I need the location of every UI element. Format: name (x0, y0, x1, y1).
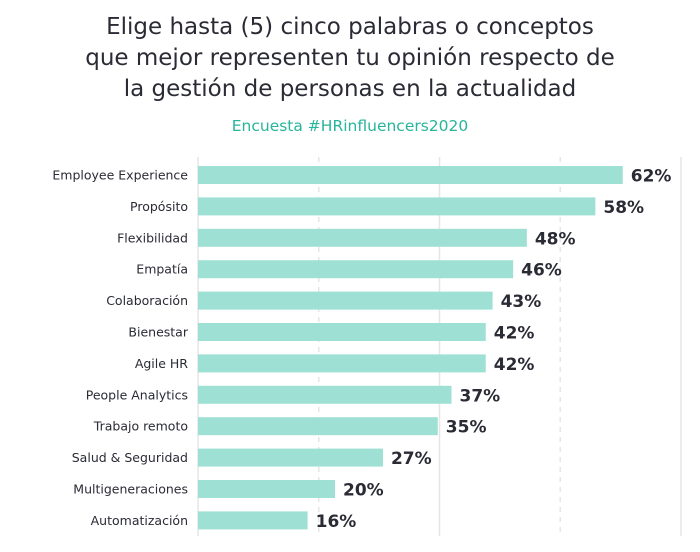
value-label: 46% (521, 261, 562, 281)
bar (198, 228, 527, 247)
value-label: 62% (631, 167, 672, 187)
title-line: que mejor representen tu opinión respect… (85, 45, 615, 71)
value-label: 42% (494, 355, 535, 375)
bar (198, 448, 383, 467)
bar (198, 480, 336, 498)
value-label: 48% (535, 229, 576, 249)
value-label: 16% (316, 512, 357, 532)
value-label: 37% (459, 386, 500, 406)
title-line: la gestión de personas en la actualidad (123, 76, 577, 102)
bar (198, 323, 486, 341)
category-label: Trabajo remoto (93, 419, 188, 434)
category-label: People Analytics (86, 387, 188, 402)
category-label: Empatía (136, 262, 188, 277)
value-label: 58% (603, 198, 644, 218)
bar (198, 417, 438, 436)
category-label: Agile HR (135, 356, 188, 371)
bar (198, 260, 514, 279)
bar (198, 197, 596, 216)
category-label: Salud & Seguridad (72, 450, 188, 465)
category-label: Automatización (91, 513, 188, 528)
bar (198, 291, 493, 310)
value-label: 43% (501, 292, 542, 312)
bar (198, 166, 623, 184)
bar (198, 385, 452, 404)
bar (198, 511, 308, 530)
value-label: 42% (494, 324, 535, 344)
category-label: Employee Experience (52, 168, 188, 183)
category-label: Flexibilidad (117, 230, 188, 245)
category-label: Bienestar (128, 325, 188, 340)
title-line: Elige hasta (5) cinco palabras o concept… (106, 14, 594, 40)
value-label: 27% (391, 449, 432, 469)
chart-subtitle: Encuesta #HRinfluencers2020 (231, 117, 469, 135)
category-label: Propósito (130, 199, 188, 214)
bar (198, 354, 486, 373)
category-label: Colaboración (106, 293, 188, 308)
value-label: 35% (446, 418, 487, 438)
value-label: 20% (343, 481, 384, 501)
category-label: Multigeneraciones (73, 482, 188, 497)
chart-title: Elige hasta (5) cinco palabras o concept… (0, 12, 700, 105)
